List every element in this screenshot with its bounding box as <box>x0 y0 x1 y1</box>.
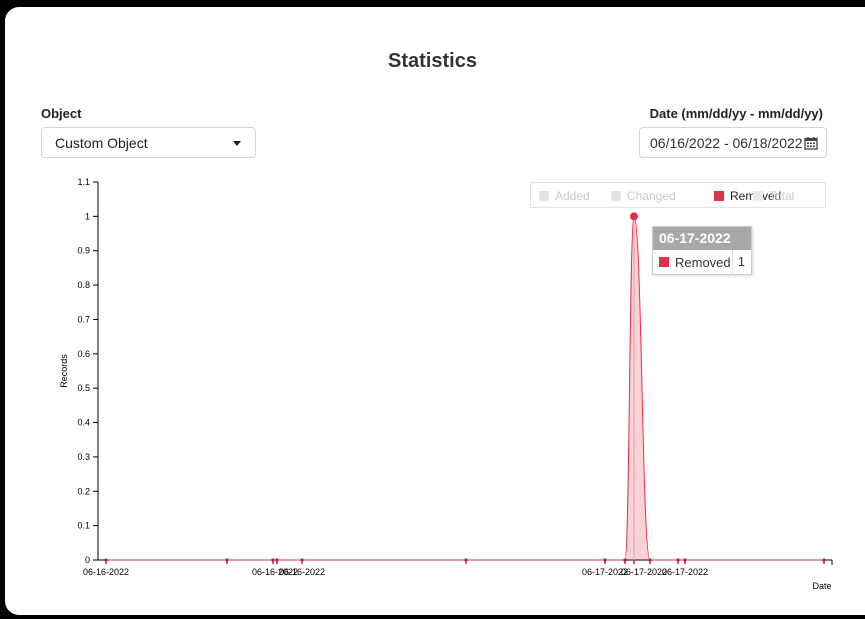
data-point <box>676 558 680 562</box>
x-tick-label: 06-16-2022 <box>252 567 298 577</box>
x-tick-label: 06-17-2022 <box>582 567 628 577</box>
x-tick-label: 06-17-2022 <box>621 567 667 577</box>
calendar-icon[interactable] <box>804 136 818 150</box>
y-tick-label: 1.1 <box>77 177 90 187</box>
y-tick-label: 0.1 <box>77 521 90 531</box>
data-point <box>623 558 627 562</box>
caret-down-icon <box>233 141 241 146</box>
y-tick-label: 0.6 <box>77 349 90 359</box>
y-tick-label: 0 <box>85 555 90 565</box>
legend-label: Total <box>769 189 795 203</box>
legend-item-added[interactable]: Added <box>539 189 590 203</box>
date-range-value: 06/16/2022 - 06/18/2022 <box>650 134 803 151</box>
tooltip-series: Removed <box>675 254 731 270</box>
data-point <box>822 558 826 562</box>
object-label: Object <box>41 106 82 121</box>
data-point <box>648 558 652 562</box>
page-title: Statistics <box>388 50 477 72</box>
chart-legend: AddedChangedRemovedTotal <box>530 182 826 208</box>
date-range-label: Date (mm/dd/yy - mm/dd/yy) <box>649 106 823 121</box>
legend-item-changed[interactable]: Changed <box>611 189 676 203</box>
data-point <box>104 558 108 562</box>
object-select-value: Custom Object <box>55 134 148 151</box>
tooltip-swatch <box>659 257 669 267</box>
tooltip-row: Removed 1 <box>653 250 751 274</box>
chart-tooltip: 06-17-2022 Removed 1 <box>652 226 752 275</box>
y-tick-label: 0.8 <box>77 280 90 290</box>
x-axis-label: Date <box>812 581 831 591</box>
data-point <box>300 558 304 562</box>
data-point <box>603 558 607 562</box>
x-tick-label: 06-16-2022 <box>279 567 325 577</box>
y-tick-label: 0.5 <box>77 383 90 393</box>
y-tick-label: 0.2 <box>77 486 90 496</box>
app-frame <box>5 7 865 615</box>
tooltip-date: 06-17-2022 <box>653 227 751 250</box>
x-tick-label: 06-17-2022 <box>662 567 708 577</box>
y-tick-label: 0.9 <box>77 246 90 256</box>
legend-swatch <box>714 191 724 201</box>
y-tick-label: 0.4 <box>77 418 90 428</box>
legend-item-total[interactable]: Total <box>753 189 794 203</box>
y-tick-label: 0.7 <box>77 314 90 324</box>
tooltip-value: 1 <box>731 250 751 274</box>
legend-swatch <box>753 191 763 201</box>
legend-swatch <box>611 191 621 201</box>
data-point <box>271 558 275 562</box>
date-range-input[interactable]: 06/16/2022 - 06/18/2022 <box>639 127 827 158</box>
data-point <box>464 558 468 562</box>
y-axis-label: Records <box>59 354 69 388</box>
y-tick-label: 1 <box>85 211 90 221</box>
object-select[interactable]: Custom Object <box>41 127 256 158</box>
data-point <box>275 558 279 562</box>
legend-swatch <box>539 191 549 201</box>
legend-label: Added <box>555 189 590 203</box>
data-point <box>225 558 229 562</box>
data-point <box>630 212 638 221</box>
legend-label: Changed <box>627 189 676 203</box>
data-point <box>683 558 687 562</box>
y-tick-label: 0.3 <box>77 452 90 462</box>
x-tick-label: 06-16-2022 <box>83 567 129 577</box>
